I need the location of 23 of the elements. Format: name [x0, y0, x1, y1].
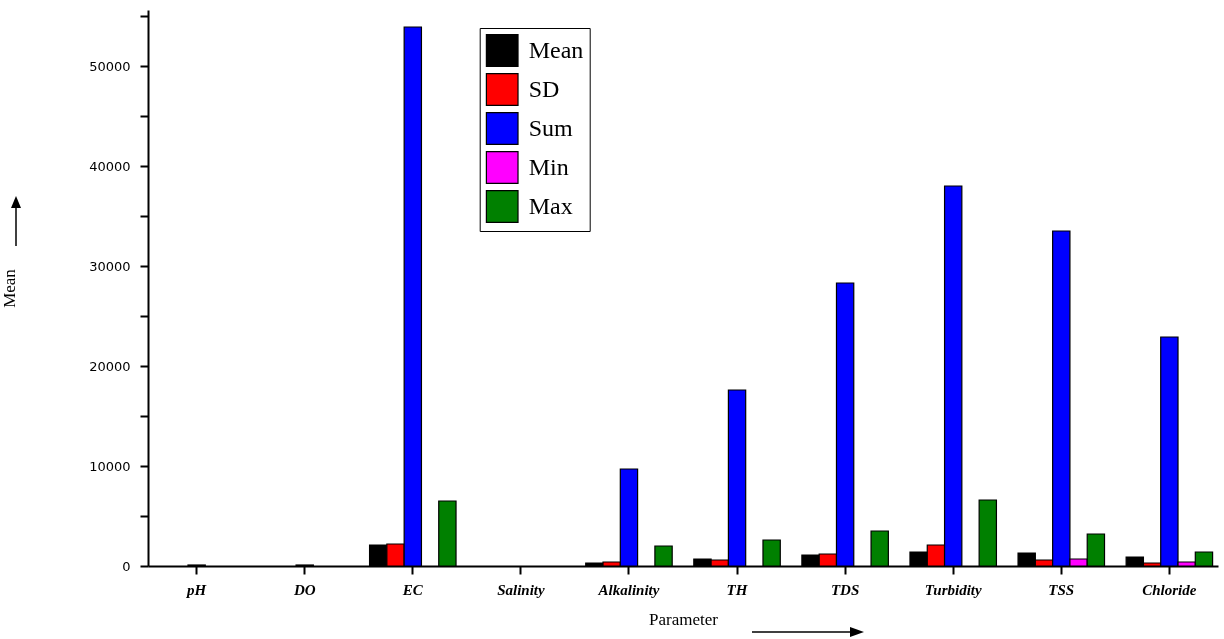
x-tick-label: TSS — [1048, 581, 1075, 598]
x-axis-title: Parameter — [649, 609, 719, 629]
x-tick-label: TH — [726, 581, 749, 598]
y-axis-title: Mean — [0, 268, 20, 308]
x-tick-label: Alkalinity — [597, 581, 660, 598]
legend-label: Mean — [528, 36, 584, 63]
y-tick-label: 50000 — [89, 58, 131, 74]
x-tick-label: DO — [292, 581, 316, 598]
y-tick-label: 0 — [122, 558, 131, 574]
x-tick-label: Salinity — [497, 581, 545, 598]
legend-label: SD — [528, 75, 560, 102]
x-tick-label: Chloride — [1142, 581, 1197, 598]
y-tick-label: 40000 — [89, 158, 131, 174]
x-tick-label: TDS — [830, 581, 860, 598]
y-tick-label: 30000 — [89, 258, 131, 274]
y-tick-label: 20000 — [89, 358, 131, 374]
y-tick-label: 10000 — [89, 458, 131, 474]
x-tick-label: Turbidity — [924, 581, 983, 598]
legend-label: Max — [528, 192, 573, 219]
legend-label: Min — [528, 153, 569, 180]
x-tick-label: EC — [401, 581, 424, 598]
legend-label: Sum — [528, 114, 574, 141]
x-tick-label: pH — [185, 581, 208, 598]
